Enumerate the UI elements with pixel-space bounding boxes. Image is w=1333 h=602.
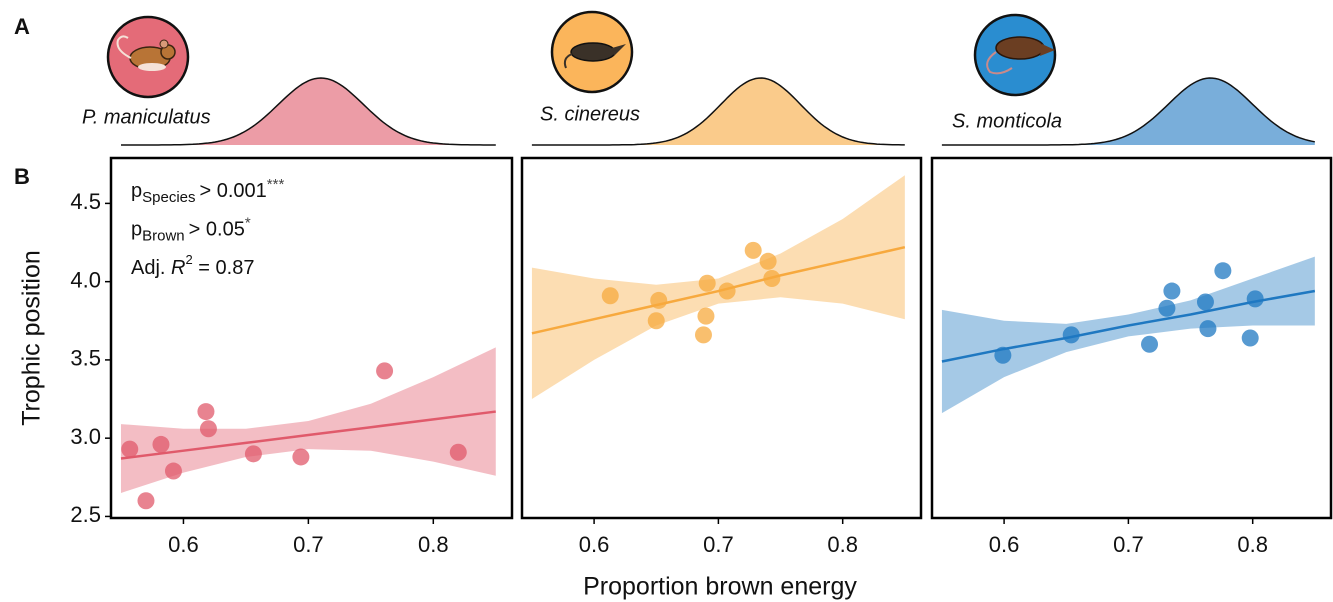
confidence-band xyxy=(941,256,1315,414)
data-point xyxy=(137,492,155,510)
annotation-text: > 0.001 xyxy=(200,180,267,202)
y-tick-label: 4.0 xyxy=(70,267,101,292)
annotation-superscript: *** xyxy=(267,176,285,193)
data-point xyxy=(121,440,139,458)
annotation-italic: R xyxy=(171,257,185,279)
data-point xyxy=(197,403,215,421)
annotation-symbol: Adj. xyxy=(131,257,171,279)
species-icon xyxy=(106,15,190,99)
plot-frame xyxy=(930,156,1333,520)
data-point xyxy=(718,282,736,300)
x-tick-label: 0.6 xyxy=(168,532,199,557)
x-tick-label: 0.8 xyxy=(418,532,449,557)
x-tick-label: 0.7 xyxy=(293,532,324,557)
annotation-text: = 0.87 xyxy=(193,257,255,279)
data-point xyxy=(1163,282,1181,300)
data-point xyxy=(199,420,217,438)
x-tick-label: 0.6 xyxy=(579,532,610,557)
annotation-symbol: p xyxy=(131,219,142,241)
data-point xyxy=(1199,320,1217,338)
data-point xyxy=(694,326,712,344)
plot-frame xyxy=(109,156,514,520)
data-point xyxy=(1241,329,1259,347)
species-name: S. cinereus xyxy=(540,103,640,125)
density-area xyxy=(531,78,905,145)
annotation: Adj. R2 = 0.87 xyxy=(131,252,254,279)
y-tick-label: 3.5 xyxy=(70,346,101,371)
species-icon xyxy=(973,13,1057,97)
species-name: P. maniculatus xyxy=(82,106,211,128)
panel: P. maniculatus 0.6 0.7 0.8 2.5 3.0 3.5 4.0 4.5 pS… xyxy=(70,77,514,557)
data-point xyxy=(1158,299,1176,317)
annotation-superscript: * xyxy=(245,214,251,231)
density-area xyxy=(941,78,1315,145)
data-point xyxy=(697,307,715,325)
data-point xyxy=(1196,293,1214,311)
data-point xyxy=(744,241,762,259)
plot-frame xyxy=(520,156,923,520)
annotation: pSpecies > 0.001*** xyxy=(131,176,284,206)
y-tick-label: 3.0 xyxy=(70,424,101,449)
data-point xyxy=(1062,326,1080,344)
density-curve xyxy=(121,77,496,146)
y-tick-label: 2.5 xyxy=(70,502,101,527)
data-point xyxy=(994,346,1012,364)
annotation-text: > 0.05 xyxy=(189,219,245,241)
data-point xyxy=(152,435,170,453)
data-point xyxy=(449,443,467,461)
data-point xyxy=(698,274,716,292)
data-point xyxy=(244,445,262,463)
regression-line xyxy=(531,245,906,335)
regression-line xyxy=(120,410,496,460)
density-curve xyxy=(531,77,905,146)
data-point xyxy=(1214,262,1232,280)
x-tick-label: 0.7 xyxy=(1113,532,1144,557)
confidence-band xyxy=(531,175,905,400)
annotation-superscript: 2 xyxy=(185,252,192,267)
annotation: pBrown > 0.05* xyxy=(131,214,251,244)
x-tick-label: 0.8 xyxy=(1237,532,1268,557)
data-point xyxy=(601,287,619,305)
data-point xyxy=(650,291,668,309)
density-area xyxy=(120,78,496,145)
y-axis-title: Trophic position xyxy=(18,250,46,426)
panel: S. monticola 0.6 0.7 0.8 xyxy=(930,77,1333,557)
annotation-symbol: p xyxy=(131,180,142,202)
data-point xyxy=(292,448,310,466)
panel: S. cinereus 0.6 0.7 0.8 xyxy=(520,77,923,557)
panel-letter: A xyxy=(14,14,30,39)
y-tick-label: 4.5 xyxy=(70,189,101,214)
data-point xyxy=(1141,335,1159,353)
x-tick-label: 0.8 xyxy=(827,532,858,557)
data-point xyxy=(647,312,665,330)
confidence-band xyxy=(120,347,496,493)
data-point xyxy=(763,270,781,288)
data-point xyxy=(164,462,182,480)
data-point xyxy=(759,252,777,270)
species-name: S. monticola xyxy=(952,110,1062,132)
annotation-subscript: Species xyxy=(142,189,195,206)
x-axis-title: Proportion brown energy xyxy=(583,573,857,601)
density-curve xyxy=(941,77,1315,146)
x-tick-label: 0.7 xyxy=(703,532,734,557)
x-tick-label: 0.6 xyxy=(989,532,1020,557)
data-point xyxy=(1246,290,1264,308)
species-icon xyxy=(550,10,634,94)
panel-letter: B xyxy=(14,164,30,189)
data-point xyxy=(376,362,394,380)
annotation-subscript: Brown xyxy=(142,227,185,244)
